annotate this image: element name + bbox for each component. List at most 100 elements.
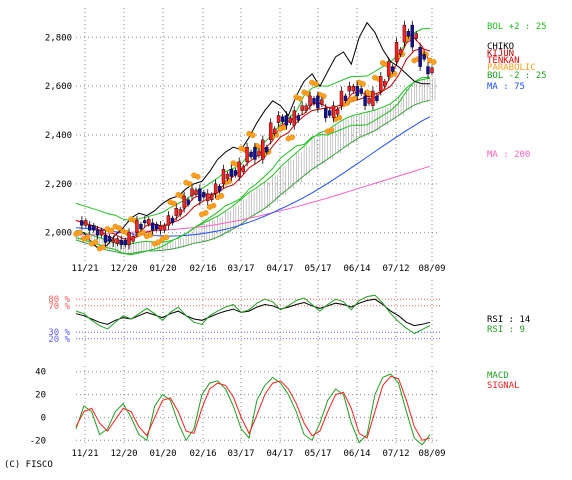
x-tick-label: 03/17 [227,449,254,459]
parabolic-dot [116,225,122,231]
candle-body [261,139,265,160]
candle-body [363,95,367,106]
parabolic-dot [171,200,178,207]
candle-body [143,220,147,224]
candle-body [162,225,167,231]
parabolic-dot [155,239,162,246]
parabolic-dot [297,95,303,102]
candle-body [213,183,218,194]
candle-body [202,192,206,198]
candle-body [343,95,348,102]
candle-body [115,238,120,244]
parabolic-dot [305,90,311,97]
parabolic-dot [194,173,201,180]
ma75-line [75,116,431,237]
x-tick-label: 07/12 [382,264,409,274]
candle-body [418,46,422,67]
candle-body [351,85,356,92]
legend-rsi14: RSI : 14 [487,315,530,325]
parabolic-dot [100,244,107,250]
candle-body [379,76,383,92]
legend-signal: SIGNAL [487,381,520,391]
copyright: (C) FISCO [4,460,53,470]
candle-body [288,117,293,123]
legend-bol-plus: BOL +2 : 25 [487,22,547,32]
parabolic-dot [76,229,83,236]
x-tick-label: 06/14 [343,264,370,274]
candle-body [284,115,289,126]
candle-body [174,208,178,216]
candle-body [308,95,312,106]
candle-body [268,122,273,141]
candle-body [119,239,123,246]
chiko-line [75,21,430,251]
candle-body [426,66,430,75]
candle-body [139,223,143,230]
y-tick-label: 2,800 [45,33,72,43]
rsi-level-label: 20 % [48,335,70,345]
candle-body [186,199,190,205]
candle-body [233,170,238,176]
candle-body [210,194,214,200]
candle-body [99,230,104,236]
candle-body [316,95,320,109]
candle-body [147,219,151,225]
legend-bol-minus: BOL -2 : 25 [487,71,547,81]
x-tick-label: 05/17 [304,264,331,274]
candle-body [241,166,245,172]
candle-body [272,128,277,134]
legend-ma75: MA : 75 [487,82,525,92]
candle-body [292,110,296,126]
y-tick-label: 40 [35,368,46,378]
candle-body [206,193,210,202]
candle-body [257,150,261,156]
span-a-line [75,77,431,245]
candle-body [198,188,202,202]
parabolic-dot [92,239,99,246]
y-tick-label: -20 [30,436,46,446]
parabolic-dot [344,100,351,106]
candle-body [245,147,249,163]
candle-body [347,85,352,92]
candle-body [324,107,328,119]
x-tick-label: 06/14 [343,449,370,459]
candle-body [107,236,112,242]
candle-body [80,220,84,226]
bol-lower-line [75,76,431,256]
ma200-line [75,165,431,236]
parabolic-dot [218,192,225,199]
candle-body [229,168,234,177]
parabolic-dot [226,178,233,185]
candle-body [422,54,426,60]
tenkan-line [75,37,431,244]
candle-body [150,222,155,231]
parabolic-dot [281,124,288,131]
rsi-panel: 80 %70 % 30 %20 % [48,280,440,358]
rsi-level-label: 80 % [48,295,70,305]
candle-body [296,115,300,121]
candle-body [127,232,131,246]
candle-body [398,49,403,55]
candle-body [265,147,269,153]
y-tick-label: 2,600 [45,82,72,92]
candle-body [312,98,316,104]
parabolic-dot [108,227,115,234]
candle-body [253,147,257,160]
x-tick-label: 11/21 [71,449,98,459]
parabolic-dot [289,134,296,141]
legend-kijun: KIJUN [487,49,514,59]
y-tick-label: 2,200 [45,180,72,190]
candles [80,20,434,250]
x-tick-label: 07/12 [382,449,409,459]
legend: BOL +2 : 25 CHIKO KIJUN TENKAN PARABOLIC… [487,22,547,391]
ichimoku-cloud [75,78,436,254]
y-tick-label: 2,400 [45,131,72,141]
y-tick-label: 0 [41,413,46,423]
rsi-level-label: 30 % [48,328,70,338]
parabolic-dot [202,210,209,216]
candle-body [386,61,391,77]
candle-body [131,236,135,242]
candle-body [92,225,96,231]
candle-body [335,109,340,115]
